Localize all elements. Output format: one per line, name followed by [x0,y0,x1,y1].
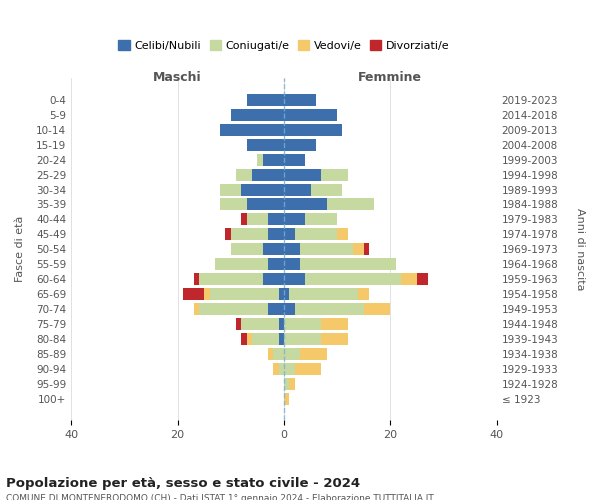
Bar [278,318,284,330]
Bar [289,378,295,390]
Bar [284,94,316,106]
Bar [289,288,358,300]
Bar [263,154,284,166]
Bar [295,363,321,375]
Bar [358,288,369,300]
Bar [241,184,284,196]
Bar [204,288,209,300]
Bar [300,258,395,270]
Bar [268,214,284,226]
Bar [321,318,348,330]
Bar [268,258,284,270]
Bar [284,214,305,226]
Bar [263,273,284,285]
Bar [284,168,321,180]
Bar [284,109,337,121]
Bar [247,138,284,150]
Text: Popolazione per età, sesso e stato civile - 2024: Popolazione per età, sesso e stato civil… [6,478,360,490]
Bar [284,154,305,166]
Bar [268,228,284,240]
Bar [321,333,348,345]
Bar [284,348,300,360]
Bar [284,184,311,196]
Bar [247,94,284,106]
Text: COMUNE DI MONTENERODOMO (CH) - Dati ISTAT 1° gennaio 2024 - Elaborazione TUTTITA: COMUNE DI MONTENERODOMO (CH) - Dati ISTA… [6,494,434,500]
Bar [268,303,284,315]
Bar [353,244,364,256]
Bar [241,214,247,226]
Bar [284,303,295,315]
Bar [284,273,305,285]
Bar [226,228,231,240]
Bar [284,124,343,136]
Bar [257,154,263,166]
Bar [321,168,348,180]
Y-axis label: Fasce di età: Fasce di età [15,216,25,282]
Bar [278,288,284,300]
Bar [215,258,268,270]
Bar [274,363,278,375]
Bar [311,184,343,196]
Bar [199,273,263,285]
Legend: Celibi/Nubili, Coniugati/e, Vedovi/e, Divorziati/e: Celibi/Nubili, Coniugati/e, Vedovi/e, Di… [114,36,454,56]
Bar [284,378,289,390]
Bar [364,303,391,315]
Bar [231,109,284,121]
Bar [220,198,247,210]
Bar [252,333,278,345]
Bar [199,303,268,315]
Bar [284,228,295,240]
Bar [305,273,401,285]
Bar [247,214,268,226]
Bar [274,348,284,360]
Bar [268,348,274,360]
Bar [236,318,241,330]
Bar [284,393,289,404]
Bar [284,138,316,150]
Bar [326,198,374,210]
Text: Maschi: Maschi [153,71,202,84]
Bar [220,184,241,196]
Bar [284,333,321,345]
Bar [401,273,417,285]
Bar [220,124,284,136]
Bar [194,303,199,315]
Y-axis label: Anni di nascita: Anni di nascita [575,208,585,290]
Bar [278,363,284,375]
Bar [194,273,199,285]
Bar [337,228,348,240]
Bar [209,288,278,300]
Bar [241,333,247,345]
Bar [284,318,321,330]
Bar [284,363,295,375]
Bar [231,228,268,240]
Bar [278,333,284,345]
Bar [183,288,204,300]
Bar [300,348,326,360]
Text: Femmine: Femmine [358,71,422,84]
Bar [247,198,284,210]
Bar [231,244,263,256]
Bar [300,244,353,256]
Bar [236,168,252,180]
Bar [284,244,300,256]
Bar [284,288,289,300]
Bar [247,333,252,345]
Bar [305,214,337,226]
Bar [252,168,284,180]
Bar [295,228,337,240]
Bar [284,198,326,210]
Bar [364,244,369,256]
Bar [263,244,284,256]
Bar [417,273,428,285]
Bar [295,303,364,315]
Bar [241,318,278,330]
Bar [284,258,300,270]
